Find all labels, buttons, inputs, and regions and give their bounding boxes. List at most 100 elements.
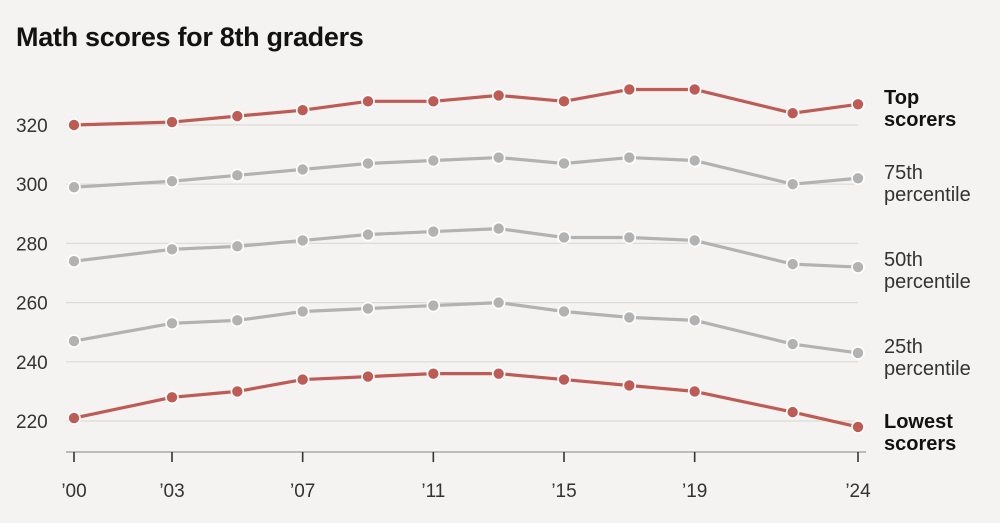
data-point [851,420,865,434]
data-point [622,230,637,245]
x-tick-label: ’15 [551,481,576,502]
data-point [67,411,81,425]
data-point [67,254,81,268]
y-tick-label: 260 [16,294,48,315]
series-label: Lowest [884,411,953,433]
data-point [426,153,441,168]
data-point [67,180,81,194]
data-point [165,174,179,189]
data-point [491,366,506,381]
data-point [491,88,506,103]
data-point [491,150,506,165]
series-lowest-scorers [67,366,865,434]
data-point [557,156,571,171]
series-line [73,155,859,189]
data-point [622,378,637,393]
series-group [67,82,865,434]
series-line [73,227,859,269]
series-top-scorers [67,82,865,132]
x-tick-label: ’07 [290,481,315,502]
data-point [165,242,179,257]
series-label: 75th [884,162,923,184]
data-point [426,366,441,381]
data-point [687,384,702,399]
y-tick-label: 240 [16,353,48,374]
data-point [230,109,245,123]
series-label: 50th [884,249,923,271]
data-point [295,304,310,319]
series-label: Top [884,87,919,109]
series-label: 25th [884,336,923,358]
data-point [295,162,310,177]
x-tick-label: ’11 [421,481,445,502]
x-tick-label: ’24 [845,481,871,502]
data-point [557,304,571,319]
y-tick-label: 280 [16,234,48,255]
data-point [230,168,245,183]
series-50th-percentile [67,221,865,274]
series-line [73,87,859,127]
data-point [851,171,865,186]
data-point [361,94,375,109]
series-label: scorers [884,433,956,455]
data-point [426,224,441,239]
data-point [785,106,800,120]
series-25th-percentile [67,295,865,360]
data-point [67,334,81,348]
data-point [557,94,571,109]
data-point [622,310,637,325]
data-point [557,372,571,387]
data-point [230,239,245,254]
data-point [295,372,310,387]
data-point [851,97,865,112]
x-tick-label: ’03 [159,481,184,502]
gridlines [66,124,858,422]
data-point [622,150,637,165]
series-label: percentile [884,271,971,293]
series-line [73,301,859,355]
series-label: scorers [884,109,956,131]
data-point [426,94,441,109]
data-point [361,227,375,242]
data-point [165,316,179,331]
data-point [687,313,702,328]
data-point [785,257,800,271]
data-point [491,295,506,310]
data-point [687,82,702,97]
data-point [361,369,375,384]
data-point [622,82,637,97]
data-point [295,233,310,248]
x-tick-label: ’19 [682,481,707,502]
data-point [851,260,865,274]
data-point [785,337,800,351]
chart-title: Math scores for 8th graders [16,22,364,52]
data-point [557,230,571,245]
data-point [361,301,375,316]
y-tick-label: 220 [16,412,48,433]
axes: 220 240 260 280 300 320 ’00 ’03 ’07 ’11 ’15 ’19 ’24 [16,116,871,502]
series-75th-percentile [67,150,865,194]
data-point [687,233,702,248]
series-line [73,372,859,429]
series-label: percentile [884,184,971,206]
data-point [361,156,375,171]
series-labels: Topscorers75thpercentile50thpercentile25… [884,87,971,455]
data-point [295,103,310,117]
data-point [426,298,441,313]
data-point [851,346,865,360]
y-tick-label: 320 [16,116,48,137]
data-point [165,115,179,129]
series-label: percentile [884,358,971,380]
data-point [230,384,245,399]
data-point [67,118,81,132]
y-tick-label: 300 [16,175,48,196]
data-point [491,221,506,236]
data-point [785,405,800,419]
data-point [230,313,245,328]
data-point [165,390,179,405]
x-tick-label: ’00 [61,481,86,502]
data-point [687,153,702,168]
data-point [785,177,800,191]
